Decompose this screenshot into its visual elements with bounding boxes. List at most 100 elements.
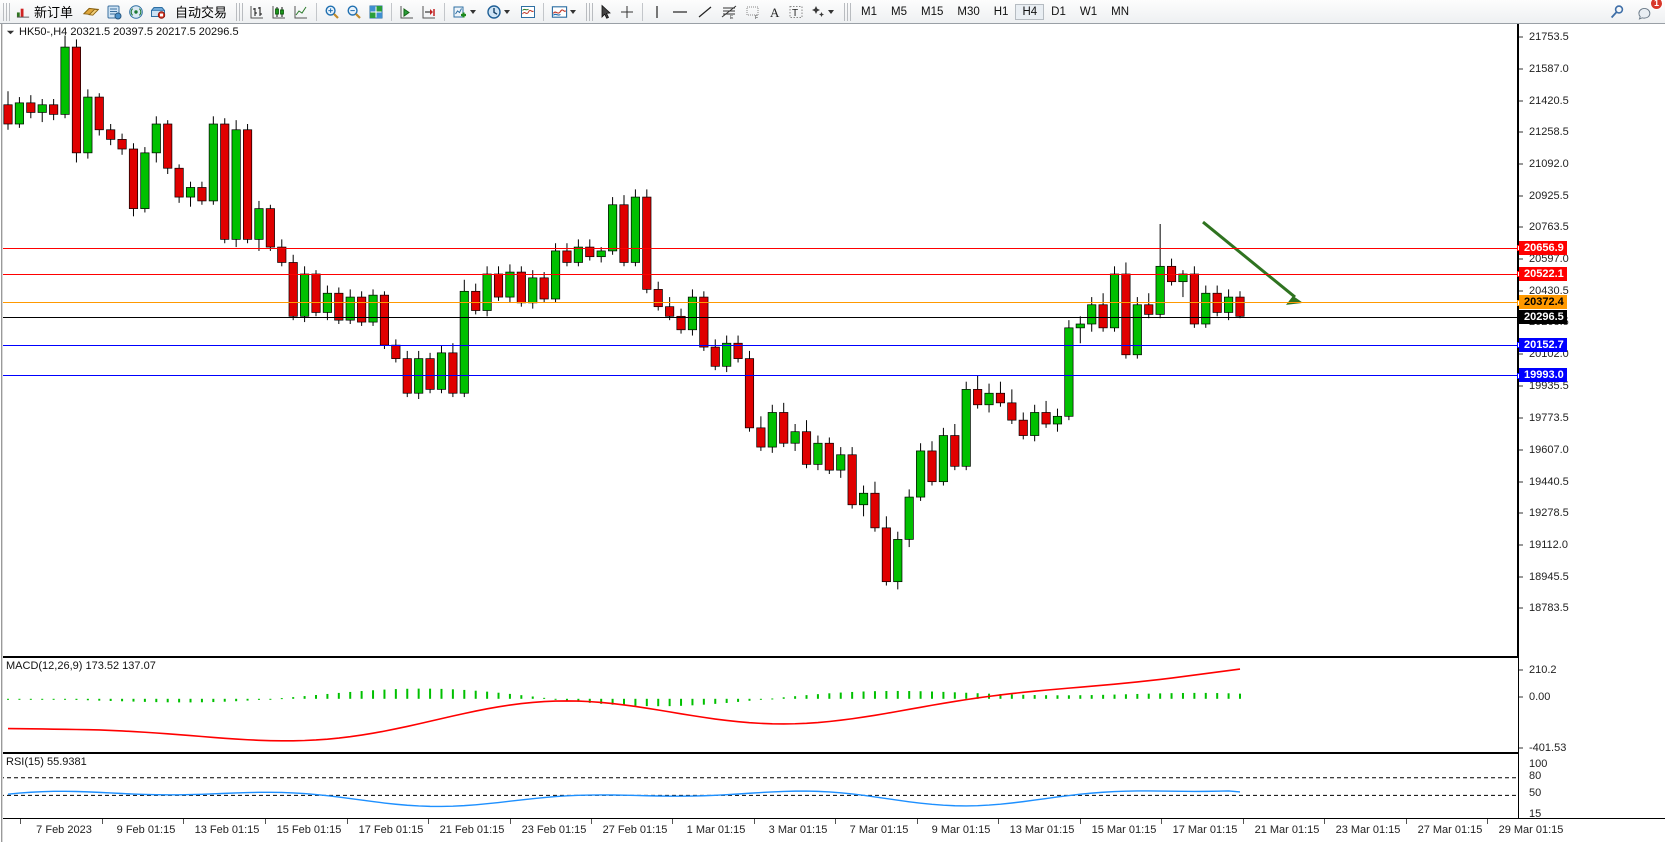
price-axis-label: 19607.0 xyxy=(1529,443,1569,456)
vertical-line-button[interactable] xyxy=(647,1,667,23)
templates-button[interactable] xyxy=(517,1,539,23)
objects-caret-icon[interactable] xyxy=(828,9,835,14)
horizontal-line-button[interactable] xyxy=(667,1,693,23)
price-axis-tick xyxy=(1519,449,1523,451)
mql5-community-button[interactable] xyxy=(103,1,125,23)
price-line-support-upper[interactable] xyxy=(0,342,1523,349)
svg-text:A: A xyxy=(770,5,780,20)
zoom-out-button[interactable] xyxy=(343,1,365,23)
search-button[interactable] xyxy=(1606,1,1628,23)
drawing-caret-icon[interactable] xyxy=(570,9,577,14)
toolbar-right-group: 1 xyxy=(1606,0,1665,23)
signals-button[interactable] xyxy=(125,1,147,23)
price-axis-tick xyxy=(1519,512,1523,514)
timeframe-d1[interactable]: D1 xyxy=(1051,5,1066,18)
price-tag-support-lower[interactable]: 19993.0 xyxy=(1519,368,1567,383)
market-button[interactable] xyxy=(147,1,169,23)
price-line-resistance-lower[interactable] xyxy=(0,271,1523,278)
publish-icon xyxy=(82,7,100,16)
price-tag-resistance-lower[interactable]: 20522.1 xyxy=(1519,266,1567,281)
price-axis-tick xyxy=(1519,131,1523,133)
date-axis-label: 9 Mar 01:15 xyxy=(931,824,991,836)
toolbar-grip-2[interactable] xyxy=(236,2,244,21)
macd-axis-label: 0.00 xyxy=(1529,690,1551,703)
notification-button[interactable]: 1 xyxy=(1634,0,1663,23)
channel-button[interactable]: F xyxy=(741,1,765,23)
mql5-community-icon xyxy=(107,5,122,19)
drawing-toolbar-button[interactable] xyxy=(548,1,583,23)
date-axis[interactable]: 7 Feb 2023 9 Feb 01:15 13 Feb 01:15 15 Feb … xyxy=(0,818,1665,842)
price-line-support-lower[interactable] xyxy=(0,372,1523,379)
date-axis-tick xyxy=(1243,819,1244,824)
price-axis-label: 20763.5 xyxy=(1529,221,1569,234)
toolbar-grip-4[interactable] xyxy=(844,2,852,21)
line-chart-button[interactable] xyxy=(290,1,312,23)
timeframe-mn[interactable]: MN xyxy=(1111,5,1129,18)
timeframe-m30[interactable]: M30 xyxy=(957,5,980,18)
auto-trading-button[interactable]: 自动交易 xyxy=(169,1,233,23)
period-caret-icon[interactable] xyxy=(504,9,511,14)
price-tag-pivot[interactable]: 20372.4 xyxy=(1519,295,1567,310)
timeframe-h4[interactable]: H4 xyxy=(1015,3,1045,20)
price-tag-resistance-upper[interactable]: 20656.9 xyxy=(1519,240,1567,255)
timeframe-m5[interactable]: M5 xyxy=(891,5,907,18)
text-button[interactable]: A xyxy=(765,1,785,23)
auto-scroll-button[interactable] xyxy=(418,1,440,23)
rsi-pane[interactable]: RSI(15) 55.9381 xyxy=(0,752,1518,818)
date-axis-label: 21 Mar 01:15 xyxy=(1254,824,1320,836)
price-tag-current-price[interactable]: 20296.5 xyxy=(1519,309,1567,324)
chevron-down-icon[interactable] xyxy=(6,28,15,37)
date-axis-tick xyxy=(1324,819,1325,824)
macd-pane[interactable]: MACD(12,26,9) 173.52 137.07 xyxy=(0,656,1518,752)
date-axis-tick xyxy=(102,819,103,824)
toolbar-grip[interactable] xyxy=(3,2,10,21)
price-axis-label: 19935.5 xyxy=(1529,380,1569,393)
price-axis-label: 19440.5 xyxy=(1529,475,1569,488)
timeframe-m1[interactable]: M1 xyxy=(861,5,878,18)
date-axis-tick xyxy=(754,819,755,824)
timeframe-h1[interactable]: H1 xyxy=(993,5,1009,18)
label-button[interactable]: T xyxy=(785,1,807,23)
date-axis-tick xyxy=(265,819,266,824)
price-line-current-price[interactable] xyxy=(0,316,1518,318)
date-axis-tick xyxy=(20,819,21,824)
label-icon: T xyxy=(789,5,803,19)
price-tag-support-upper[interactable]: 20152.7 xyxy=(1519,337,1567,352)
rsi-title: RSI(15) 55.9381 xyxy=(6,756,87,768)
publish-button[interactable] xyxy=(79,1,103,23)
market-icon xyxy=(151,6,166,19)
price-pane[interactable]: HK50-,H4 20321.5 20397.5 20217.5 20296.5 xyxy=(0,24,1523,818)
price-axis-tick xyxy=(1519,481,1523,483)
date-axis-tick xyxy=(591,819,592,824)
date-axis-tick xyxy=(1161,819,1162,824)
rsi-axis-label: 80 xyxy=(1529,769,1542,782)
new-order-label: 新订单 xyxy=(34,5,74,20)
indicators-caret-icon[interactable] xyxy=(470,9,477,14)
fibonacci-button[interactable]: E xyxy=(717,1,741,23)
price-axis[interactable]: 20656.9 20522.1 20372.4 20296.5 20152.7 19993… xyxy=(1518,24,1665,820)
objects-button[interactable] xyxy=(807,1,841,23)
price-axis-tick xyxy=(1519,607,1523,609)
data-window-button[interactable] xyxy=(365,1,387,23)
bar-chart-button[interactable] xyxy=(246,1,268,23)
chart-area[interactable]: HK50-,H4 20321.5 20397.5 20217.5 20296.5… xyxy=(0,24,1665,842)
date-axis-label: 29 Mar 01:15 xyxy=(1498,824,1564,836)
shift-chart-button[interactable] xyxy=(396,1,418,23)
rsi-axis-label: 50 xyxy=(1529,787,1542,800)
indicators-button[interactable] xyxy=(449,1,483,23)
cursor-button[interactable] xyxy=(596,1,616,23)
timeframe-m15[interactable]: M15 xyxy=(921,5,944,18)
price-line-pivot[interactable] xyxy=(0,299,1523,306)
toolbar-grip-3[interactable] xyxy=(586,2,594,21)
price-line-resistance-upper[interactable] xyxy=(0,245,1523,252)
trendline-button[interactable] xyxy=(693,1,717,23)
date-axis-tick xyxy=(1487,819,1488,824)
crosshair-button[interactable] xyxy=(616,1,638,23)
period-button[interactable] xyxy=(483,1,517,23)
candlestick-chart-button[interactable] xyxy=(268,1,290,23)
price-axis-label: 21092.0 xyxy=(1529,158,1569,170)
new-order-button[interactable]: 新订单 xyxy=(13,1,79,23)
price-axis-tick xyxy=(1519,36,1523,38)
timeframe-w1[interactable]: W1 xyxy=(1079,5,1098,18)
zoom-in-button[interactable] xyxy=(321,1,343,23)
